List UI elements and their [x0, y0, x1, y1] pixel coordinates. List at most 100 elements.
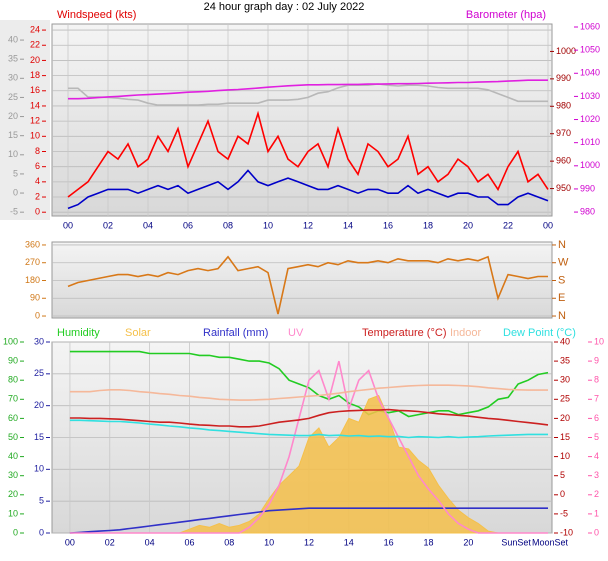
y-tick-label: 25 [8, 92, 18, 102]
y-tick-label: 4 [35, 176, 40, 186]
y-tick-label: 980 [556, 101, 571, 111]
y-tick-label: 950 [556, 183, 571, 193]
line [67, 110, 549, 198]
y-tick-label: 15 [560, 432, 570, 442]
x-tick-label: 00 [65, 537, 75, 547]
y-tick-label: 30 [560, 375, 570, 385]
y-tick-label: 360 [25, 239, 40, 249]
y-tick-label: 10 [34, 464, 44, 474]
y-tick-label: 1000 [556, 46, 576, 56]
y-tick-label: 980 [580, 206, 595, 216]
y-tick-label: 1040 [580, 68, 600, 78]
x-tick-label: 16 [383, 220, 393, 230]
y-tick-label: 6 [35, 161, 40, 171]
y-tick-label: 70 [8, 394, 18, 404]
y-tick-label: 0 [35, 207, 40, 217]
y-tick-label: 990 [556, 73, 571, 83]
y-tick-label: 0 [39, 527, 44, 537]
y-tick-label: S [558, 274, 565, 286]
x-tick-label: 10 [264, 537, 274, 547]
y-tick-label: 30 [8, 470, 18, 480]
y-tick-label: 7 [594, 394, 599, 404]
y-tick-label: 18 [30, 70, 40, 80]
y-tick-label: 10 [560, 451, 570, 461]
y-tick-label: 40 [560, 336, 570, 346]
y-tick-label: 2 [594, 489, 599, 499]
x-tick-label: 18 [423, 220, 433, 230]
line [69, 350, 549, 418]
x-tick-label: 00 [543, 220, 553, 230]
x-tick-label: 02 [103, 220, 113, 230]
y-tick-label: 15 [8, 130, 18, 140]
y-tick-label: 5 [39, 496, 44, 506]
y-tick-label: 25 [560, 394, 570, 404]
y-tick-label: 1030 [580, 91, 600, 101]
x-tick-label: 14 [344, 537, 354, 547]
line [68, 83, 548, 106]
y-tick-label: 5 [594, 432, 599, 442]
x-tick-label: 18 [423, 537, 433, 547]
y-tick-label: 20 [8, 489, 18, 499]
y-tick-label: -5 [10, 207, 18, 217]
y-tick-label: 8 [594, 375, 599, 385]
y-tick-label: 0 [13, 187, 18, 197]
line [67, 169, 549, 210]
x-tick-label: 16 [384, 537, 394, 547]
plot-area [51, 23, 553, 217]
x-tick-label: 12 [304, 537, 314, 547]
y-tick-label: 1050 [580, 45, 600, 55]
y-tick-label: 10 [8, 508, 18, 518]
line [69, 360, 548, 534]
y-tick-label: 22 [30, 40, 40, 50]
legend-entry: UV [288, 327, 304, 339]
x-tick-label: 14 [343, 220, 353, 230]
y-tick-label: 270 [25, 257, 40, 267]
y-tick-label: 1060 [580, 21, 600, 31]
legend-entry: Indoor [450, 327, 482, 339]
x-tick-label: 02 [105, 537, 115, 547]
annotation: SunSet [501, 537, 531, 547]
y-axis-label: Windspeed (kts) [57, 9, 136, 21]
y-tick-label: -10 [560, 527, 573, 537]
y-tick-label: 35 [8, 54, 18, 64]
x-tick-label: 10 [263, 220, 273, 230]
y-tick-label: -5 [560, 508, 568, 518]
y-tick-label: 10 [30, 131, 40, 141]
annotation: MoonSet [532, 537, 569, 547]
x-tick-label: 22 [503, 220, 513, 230]
y-tick-label: 2 [35, 191, 40, 201]
y-tick-label: 24 [30, 24, 40, 34]
y-tick-label: 3 [594, 470, 599, 480]
y-tick-label: 1010 [580, 137, 600, 147]
x-tick-label: 12 [303, 220, 313, 230]
y-tick-label: 1 [594, 508, 599, 518]
y-tick-label: 25 [34, 368, 44, 378]
x-tick-label: 08 [224, 537, 234, 547]
y-tick-label: 0 [560, 489, 565, 499]
y-tick-label: 100 [3, 336, 18, 346]
y-tick-label: 5 [13, 168, 18, 178]
y-tick-label: 40 [8, 451, 18, 461]
y2-axis-label: Barometer (hpa) [466, 9, 546, 21]
line [69, 408, 549, 428]
y-tick-label: 960 [556, 156, 571, 166]
y-tick-label: 970 [556, 128, 571, 138]
y-tick-label: 180 [25, 275, 40, 285]
y-tick-label: 9 [594, 355, 599, 365]
legend-entry: Solar [125, 327, 151, 339]
y-tick-label: 0 [35, 310, 40, 320]
y-tick-label: 50 [8, 432, 18, 442]
y-tick-label: 30 [34, 336, 44, 346]
chart-title: 24 hour graph day : 02 July 2022 [204, 1, 365, 13]
line [67, 255, 548, 315]
y-tick-label: 40 [8, 34, 18, 44]
legend-entry: Dew Point (°C) [503, 327, 576, 339]
x-tick-label: 08 [223, 220, 233, 230]
y-tick-label: W [558, 257, 569, 269]
y-tick-label: 1020 [580, 114, 600, 124]
y-tick-label: 90 [30, 293, 40, 303]
y-tick-label: 0 [13, 527, 18, 537]
y-tick-label: 1000 [580, 160, 600, 170]
y-tick-label: N [558, 239, 566, 251]
